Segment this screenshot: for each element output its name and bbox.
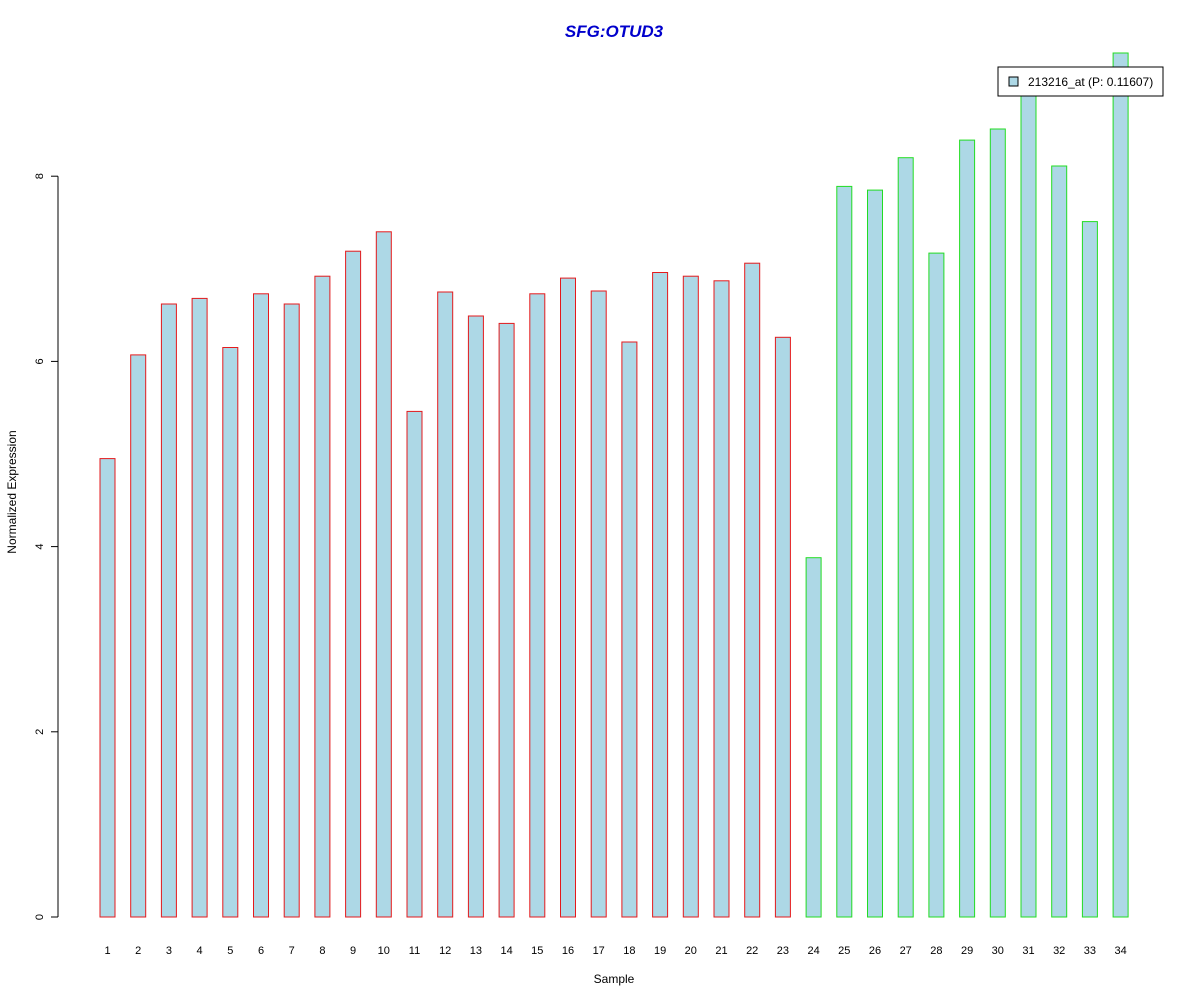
- x-tick-label: 1: [104, 945, 110, 957]
- bar-sample-31: [1020, 83, 1037, 918]
- x-tick-label: 16: [562, 945, 574, 957]
- bar-sample-20: [682, 275, 699, 918]
- x-tick-labels: 1 2 3 4 5 6 7 8 9 10 11 12 13 14 15 16 17 18 19 20 21 22 23 24 2…: [104, 945, 1126, 957]
- bars-group: [99, 52, 1129, 918]
- x-tick-label: 20: [685, 945, 697, 957]
- bar-sample-21: [713, 280, 730, 918]
- x-tick-label: 10: [378, 945, 390, 957]
- x-tick-label: 4: [197, 945, 203, 957]
- bar-sample-17: [590, 290, 607, 918]
- bar-sample-29: [959, 139, 976, 918]
- x-tick-label: 6: [258, 945, 264, 957]
- x-tick-label: 9: [350, 945, 356, 957]
- bar-sample-7: [283, 303, 300, 918]
- bar-sample-16: [560, 277, 576, 918]
- x-tick-label: 19: [654, 945, 666, 957]
- bar-sample-19: [652, 272, 669, 918]
- legend-swatch: [1008, 76, 1019, 87]
- bar-sample-13: [467, 315, 484, 918]
- x-tick-label: 7: [289, 945, 295, 957]
- y-axis: 0 2 4 6 8: [34, 173, 59, 920]
- x-tick-label: 15: [531, 945, 543, 957]
- x-tick-label: 26: [869, 945, 881, 957]
- bar-sample-24: [805, 557, 822, 918]
- x-tick-label: 13: [470, 945, 482, 957]
- legend: 213216_at (P: 0.11607): [997, 66, 1164, 97]
- bar-sample-10: [375, 231, 392, 918]
- x-tick-label: 3: [166, 945, 172, 957]
- bar-sample-8: [314, 275, 331, 918]
- x-tick-label: 14: [500, 945, 512, 957]
- x-tick-label: 5: [227, 945, 233, 957]
- bar-sample-3: [160, 303, 177, 918]
- bar-sample-27: [897, 157, 914, 918]
- x-tick-label: 22: [746, 945, 758, 957]
- bar-sample-1: [99, 458, 116, 918]
- y-tick-label: 8: [34, 173, 46, 179]
- bar-sample-11: [406, 410, 423, 918]
- x-tick-label: 25: [838, 945, 850, 957]
- x-tick-label: 21: [715, 945, 727, 957]
- x-tick-label: 31: [1022, 945, 1034, 957]
- y-axis-label: Normalized Expression: [5, 430, 19, 553]
- x-tick-label: 11: [409, 945, 420, 957]
- x-tick-label: 24: [807, 945, 819, 957]
- bar-sample-14: [498, 322, 515, 918]
- chart-title: SFG:OTUD3: [565, 22, 664, 41]
- bar-sample-6: [253, 293, 269, 918]
- x-tick-label: 33: [1084, 945, 1096, 957]
- bar-sample-4: [191, 297, 208, 918]
- legend-label: 213216_at (P: 0.11607): [1028, 75, 1153, 89]
- y-tick-label: 6: [34, 358, 46, 364]
- bar-sample-15: [529, 293, 546, 918]
- bar-sample-18: [621, 341, 638, 918]
- bar-sample-25: [836, 185, 853, 918]
- y-tick-label: 4: [34, 544, 46, 550]
- x-tick-label: 18: [623, 945, 635, 957]
- bar-sample-5: [222, 347, 239, 918]
- x-axis-label: Sample: [594, 972, 635, 986]
- x-tick-label: 2: [135, 945, 141, 957]
- x-tick-label: 8: [319, 945, 325, 957]
- bar-sample-26: [867, 189, 883, 918]
- x-tick-label: 28: [930, 945, 942, 957]
- bar-sample-33: [1081, 221, 1098, 918]
- bar-sample-2: [130, 354, 147, 918]
- y-tick-label: 0: [34, 914, 46, 920]
- x-tick-label: 30: [992, 945, 1004, 957]
- bar-sample-34: [1112, 52, 1129, 918]
- bar-sample-32: [1051, 165, 1068, 918]
- bar-sample-23: [774, 336, 791, 918]
- bar-sample-30: [989, 128, 1006, 918]
- x-tick-label: 17: [593, 945, 605, 957]
- bar-sample-22: [744, 262, 761, 918]
- x-tick-label: 27: [900, 945, 912, 957]
- y-tick-label: 2: [34, 729, 46, 735]
- x-tick-label: 32: [1053, 945, 1065, 957]
- x-tick-label: 29: [961, 945, 973, 957]
- bar-sample-12: [437, 291, 454, 918]
- x-tick-label: 23: [777, 945, 789, 957]
- legend-box: [997, 66, 1164, 97]
- bar-sample-28: [928, 252, 945, 918]
- bar-sample-9: [345, 250, 362, 918]
- x-tick-label: 12: [439, 945, 451, 957]
- x-tick-label: 34: [1114, 945, 1126, 957]
